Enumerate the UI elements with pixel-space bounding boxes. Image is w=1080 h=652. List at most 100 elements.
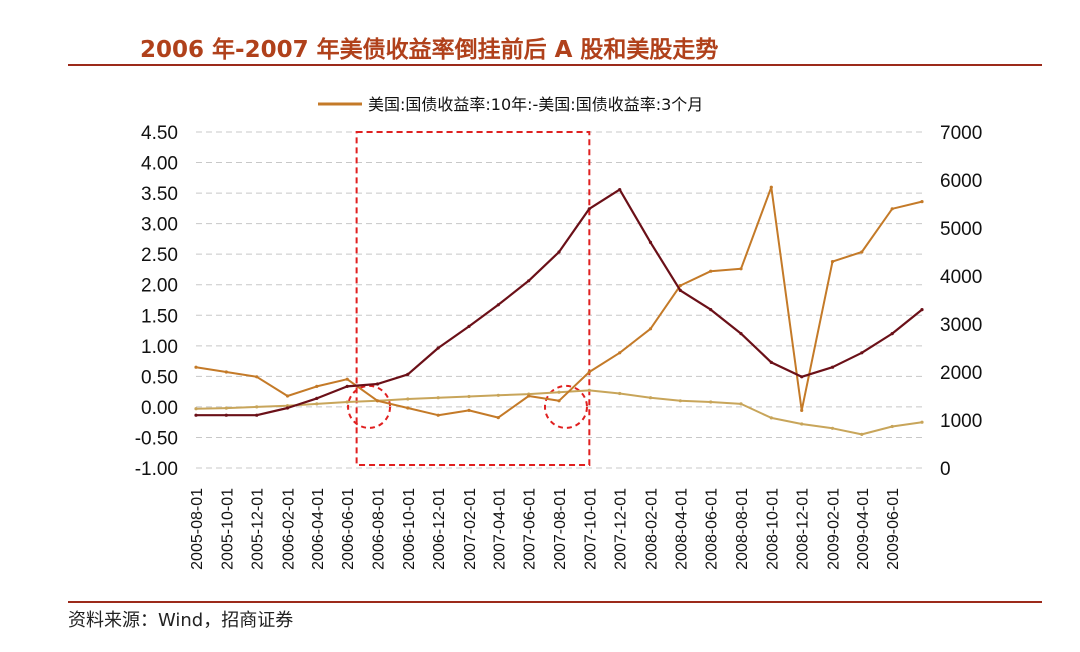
x-tick-label: 2007-10-01 (582, 488, 599, 570)
data-point (648, 396, 653, 400)
x-tick-label: 2007-04-01 (491, 488, 508, 570)
data-point (769, 185, 773, 189)
data-point (315, 384, 319, 388)
x-tick-label: 2009-06-01 (885, 488, 902, 570)
data-point (769, 360, 773, 364)
x-tick-label: 2005-10-01 (219, 488, 236, 570)
x-tick-label: 2005-12-01 (250, 488, 267, 570)
y-right-tick-label: 6000 (940, 171, 982, 192)
x-tick-label: 2007-08-01 (552, 488, 569, 570)
series-line-spread (195, 389, 923, 436)
x-tick-label: 2006-10-01 (401, 488, 418, 570)
chart-title: 2006 年-2007 年美债收益率倒挂前后 A 股和美股走势 (140, 37, 719, 63)
data-point (890, 207, 894, 211)
data-point (224, 370, 228, 374)
y-right-tick-label: 5000 (940, 219, 982, 240)
data-point (860, 250, 864, 254)
data-point (496, 393, 500, 397)
y-left-tick-label: 0.00 (141, 398, 178, 419)
data-point (285, 404, 290, 408)
data-point (890, 332, 894, 336)
y-right-tick-label: 2000 (940, 363, 982, 384)
x-tick-label: 2008-06-01 (704, 488, 721, 570)
title-rule (68, 64, 1042, 66)
x-tick-label: 2006-08-01 (371, 488, 388, 570)
x-tick-label: 2008-10-01 (764, 488, 781, 570)
x-tick-label: 2005-08-01 (189, 488, 206, 570)
data-point (255, 405, 259, 409)
data-point (860, 351, 864, 355)
inversion-highlight-circle (543, 384, 588, 429)
data-point (709, 308, 713, 312)
x-tick-label: 2007-06-01 (522, 488, 539, 570)
data-point (436, 396, 440, 400)
y-left-tick-label: 3.50 (141, 184, 178, 205)
x-tick-label: 2006-04-01 (310, 488, 327, 570)
x-tick-label: 2007-02-01 (462, 488, 479, 570)
data-point (436, 413, 440, 417)
x-tick-label: 2008-04-01 (673, 488, 690, 570)
data-point (315, 396, 319, 400)
x-tick-label: 2009-02-01 (825, 488, 842, 570)
data-point (527, 279, 531, 283)
data-point (678, 399, 682, 403)
y-right-tick-label: 4000 (940, 267, 982, 288)
data-point (920, 420, 924, 424)
data-point (406, 397, 410, 401)
series-line-a-share (195, 186, 923, 419)
data-point (496, 416, 500, 420)
y-left-tick-label: 2.00 (141, 276, 178, 297)
data-point (678, 288, 682, 292)
data-point (375, 399, 380, 403)
y-right-tick-label: 0 (940, 459, 951, 480)
x-tick-label: 2006-02-01 (280, 488, 297, 570)
data-point (618, 188, 622, 192)
source-rule (68, 601, 1042, 603)
data-point (527, 394, 531, 398)
data-point (496, 303, 500, 307)
data-point (618, 391, 622, 396)
legend-label: 美国:国债收益率:10年:-美国:国债收益率:3个月 (368, 95, 703, 114)
data-point (739, 402, 743, 406)
inversion-highlight-circle (347, 384, 392, 429)
data-point (648, 327, 653, 331)
y-left-tick-label: -1.00 (135, 459, 178, 480)
data-point (920, 200, 924, 204)
source-note: 资料来源：Wind，招商证券 (68, 610, 294, 631)
y-left-tick-label: 3.00 (141, 215, 178, 236)
data-point (406, 372, 410, 376)
data-point (709, 400, 713, 404)
data-point (587, 207, 591, 211)
data-point (739, 267, 743, 271)
data-point (467, 394, 471, 399)
data-point (648, 240, 653, 244)
data-point (557, 250, 561, 254)
y-left-tick-label: 1.00 (141, 337, 178, 358)
data-point (800, 422, 804, 426)
data-point (315, 402, 319, 406)
data-point (678, 284, 682, 288)
data-point (467, 408, 471, 412)
x-tick-label: 2009-04-01 (855, 488, 872, 570)
data-point (345, 400, 349, 404)
y-left-tick-label: 4.50 (141, 123, 178, 144)
data-point (860, 432, 864, 436)
x-tick-label: 2006-12-01 (431, 488, 448, 570)
data-point (557, 390, 561, 394)
data-point (709, 269, 713, 273)
y-right-tick-label: 3000 (940, 315, 982, 336)
y-right-tick-label: 7000 (940, 123, 982, 144)
data-point (830, 426, 835, 430)
data-point (224, 413, 228, 417)
data-point (194, 407, 198, 411)
data-point (557, 399, 561, 403)
x-tick-label: 2008-02-01 (643, 488, 660, 570)
data-point (345, 377, 349, 381)
data-point (800, 375, 804, 379)
x-tick-label: 2008-12-01 (795, 488, 812, 570)
data-point (739, 332, 743, 336)
data-point (587, 388, 591, 392)
inversion-highlight-box (355, 131, 591, 466)
y-left-tick-label: -0.50 (135, 428, 178, 449)
